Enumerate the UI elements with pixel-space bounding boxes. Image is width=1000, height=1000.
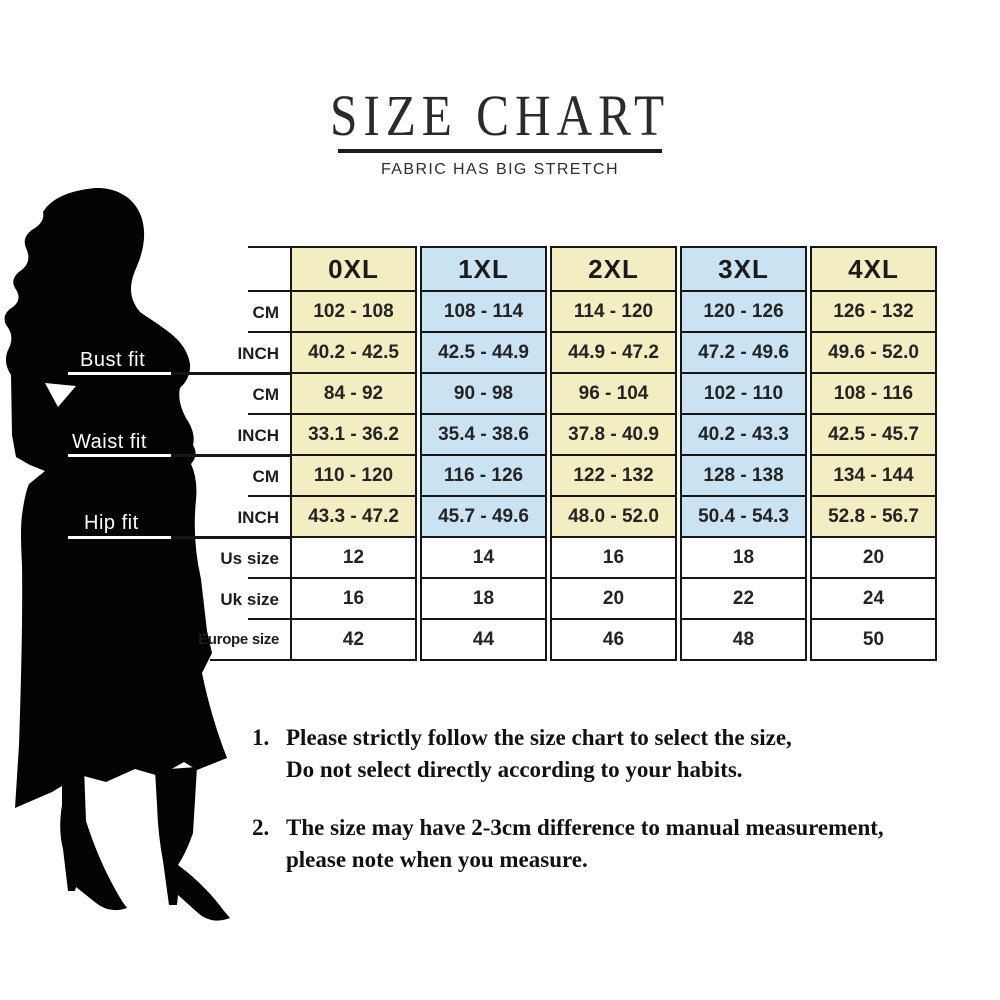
cell-uk-size-3xl: 22 bbox=[682, 579, 805, 620]
cell-uk-size-0xl: 16 bbox=[292, 579, 415, 620]
label-line-top bbox=[248, 246, 292, 248]
cell-waist-inch-2xl: 37.8 - 40.9 bbox=[552, 415, 675, 456]
cell-bust-inch-2xl: 44.9 - 47.2 bbox=[552, 333, 675, 374]
cell-hip-cm-0xl: 110 - 120 bbox=[292, 456, 415, 497]
cell-hip-inch-0xl: 43.3 - 47.2 bbox=[292, 497, 415, 538]
row-label-europe-size: Europe size bbox=[198, 631, 279, 648]
cell-us-size-4xl: 20 bbox=[812, 538, 935, 579]
cell-uk-size-4xl: 24 bbox=[812, 579, 935, 620]
note-1-text: Please strictly follow the size chart to… bbox=[286, 722, 792, 786]
group-line-hip bbox=[68, 536, 292, 539]
row-label-uk-size: Uk size bbox=[220, 589, 279, 609]
page-title: SIZE CHART bbox=[0, 82, 1000, 149]
label-line-header bbox=[248, 290, 292, 292]
note-1-line-2: Do not select directly according to your… bbox=[286, 757, 743, 782]
column-0xl: 0XL 102 - 108 40.2 - 42.5 84 - 92 33.1 -… bbox=[290, 246, 417, 661]
cell-waist-cm-1xl: 90 - 98 bbox=[422, 374, 545, 415]
label-line-bust bbox=[248, 331, 292, 333]
row-label-bust-inch: INCH bbox=[237, 343, 279, 363]
cell-hip-cm-3xl: 128 - 138 bbox=[682, 456, 805, 497]
column-header-0xl: 0XL bbox=[292, 248, 415, 292]
cell-waist-inch-3xl: 40.2 - 43.3 bbox=[682, 415, 805, 456]
label-line-us-uk bbox=[248, 577, 292, 579]
cell-us-size-2xl: 16 bbox=[552, 538, 675, 579]
cell-europe-size-3xl: 48 bbox=[732, 628, 755, 650]
waist-fit-label: Waist fit bbox=[72, 431, 147, 453]
hip-fit-label: Hip fit bbox=[84, 512, 139, 534]
row-label-us-size: Us size bbox=[220, 548, 279, 568]
cell-hip-inch-1xl: 45.7 - 49.6 bbox=[422, 497, 545, 538]
note-2-text: The size may have 2-3cm difference to ma… bbox=[286, 812, 884, 876]
cell-waist-inch-4xl: 42.5 - 45.7 bbox=[812, 415, 935, 456]
bust-fit-label: Bust fit bbox=[80, 349, 146, 371]
note-2-number: 2. bbox=[252, 815, 270, 840]
row-label-hip-inch: INCH bbox=[237, 507, 279, 527]
cell-europe-size-2xl: 46 bbox=[602, 628, 625, 650]
column-header-4xl: 4XL bbox=[812, 248, 935, 292]
size-table-columns: CM INCH CM INCH CM INCH Us size Uk size … bbox=[185, 246, 940, 661]
row-label-hip-cm: CM bbox=[252, 466, 279, 486]
note-2: 2. The size may have 2-3cm difference to… bbox=[252, 812, 962, 876]
column-header-2xl: 2XL bbox=[552, 248, 675, 292]
page-title-text: SIZE CHART bbox=[329, 83, 671, 148]
note-1-number: 1. bbox=[252, 725, 270, 750]
label-line-waist bbox=[248, 413, 292, 415]
cell-bust-cm-3xl: 120 - 126 bbox=[682, 292, 805, 333]
label-line-bottom bbox=[210, 659, 292, 661]
row-label-waist-inch: INCH bbox=[237, 425, 279, 445]
cell-waist-cm-2xl: 96 - 104 bbox=[552, 374, 675, 415]
label-line-uk-europe bbox=[248, 618, 292, 620]
note-2-line-1: The size may have 2-3cm difference to ma… bbox=[286, 815, 884, 840]
column-1xl: 1XL 108 - 114 42.5 - 44.9 90 - 98 35.4 -… bbox=[420, 246, 547, 661]
cell-hip-cm-2xl: 122 - 132 bbox=[552, 456, 675, 497]
cell-us-size-0xl: 12 bbox=[292, 538, 415, 579]
row-label-column: CM INCH CM INCH CM INCH Us size Uk size … bbox=[185, 246, 287, 661]
cell-waist-inch-1xl: 35.4 - 38.6 bbox=[422, 415, 545, 456]
row-label-header-blank bbox=[185, 248, 287, 292]
column-3xl: 3XL 120 - 126 47.2 - 49.6 102 - 110 40.2… bbox=[680, 246, 807, 661]
cell-waist-cm-0xl: 84 - 92 bbox=[292, 374, 415, 415]
group-line-waist bbox=[68, 454, 292, 457]
cell-europe-size-0xl: 42 bbox=[342, 628, 365, 650]
cell-uk-size-2xl: 20 bbox=[552, 579, 675, 620]
column-2xl: 2XL 114 - 120 44.9 - 47.2 96 - 104 37.8 … bbox=[550, 246, 677, 661]
row-label-waist-cm: CM bbox=[252, 384, 279, 404]
note-1: 1. Please strictly follow the size chart… bbox=[252, 722, 962, 786]
cell-hip-inch-2xl: 48.0 - 52.0 bbox=[552, 497, 675, 538]
cell-bust-inch-1xl: 42.5 - 44.9 bbox=[422, 333, 545, 374]
cell-bust-cm-4xl: 126 - 132 bbox=[812, 292, 935, 333]
group-line-bust bbox=[68, 372, 292, 375]
cell-hip-inch-3xl: 50.4 - 54.3 bbox=[682, 497, 805, 538]
cell-hip-cm-4xl: 134 - 144 bbox=[812, 456, 935, 497]
row-label-bust-cm: CM bbox=[252, 302, 279, 322]
page-subtitle: FABRIC HAS BIG STRETCH bbox=[381, 161, 619, 178]
column-header-3xl: 3XL bbox=[682, 248, 805, 292]
notes-section: 1. Please strictly follow the size chart… bbox=[252, 722, 962, 902]
cell-waist-cm-3xl: 102 - 110 bbox=[682, 374, 805, 415]
cell-bust-cm-1xl: 108 - 114 bbox=[422, 292, 545, 333]
note-2-line-2: please note when you measure. bbox=[286, 847, 588, 872]
cell-waist-cm-4xl: 108 - 116 bbox=[812, 374, 935, 415]
cell-waist-inch-0xl: 33.1 - 36.2 bbox=[292, 415, 415, 456]
cell-bust-inch-4xl: 49.6 - 52.0 bbox=[812, 333, 935, 374]
column-header-1xl: 1XL bbox=[422, 248, 545, 292]
cell-europe-size-4xl: 50 bbox=[862, 628, 885, 650]
cell-bust-inch-3xl: 47.2 - 49.6 bbox=[682, 333, 805, 374]
title-underline bbox=[338, 149, 662, 153]
cell-bust-inch-0xl: 40.2 - 42.5 bbox=[292, 333, 415, 374]
column-4xl: 4XL 126 - 132 49.6 - 52.0 108 - 116 42.5… bbox=[810, 246, 937, 661]
woman-silhouette-graphic bbox=[4, 187, 230, 921]
cell-us-size-1xl: 14 bbox=[422, 538, 545, 579]
size-table: CM INCH CM INCH CM INCH Us size Uk size … bbox=[68, 246, 940, 666]
cell-us-size-3xl: 18 bbox=[682, 538, 805, 579]
cell-bust-cm-0xl: 102 - 108 bbox=[292, 292, 415, 333]
cell-bust-cm-2xl: 114 - 120 bbox=[552, 292, 675, 333]
cell-hip-inch-4xl: 52.8 - 56.7 bbox=[812, 497, 935, 538]
cell-hip-cm-1xl: 116 - 126 bbox=[422, 456, 545, 497]
note-1-line-1: Please strictly follow the size chart to… bbox=[286, 725, 792, 750]
label-line-hip bbox=[248, 495, 292, 497]
cell-europe-size-1xl: 44 bbox=[472, 628, 495, 650]
cell-uk-size-1xl: 18 bbox=[422, 579, 545, 620]
